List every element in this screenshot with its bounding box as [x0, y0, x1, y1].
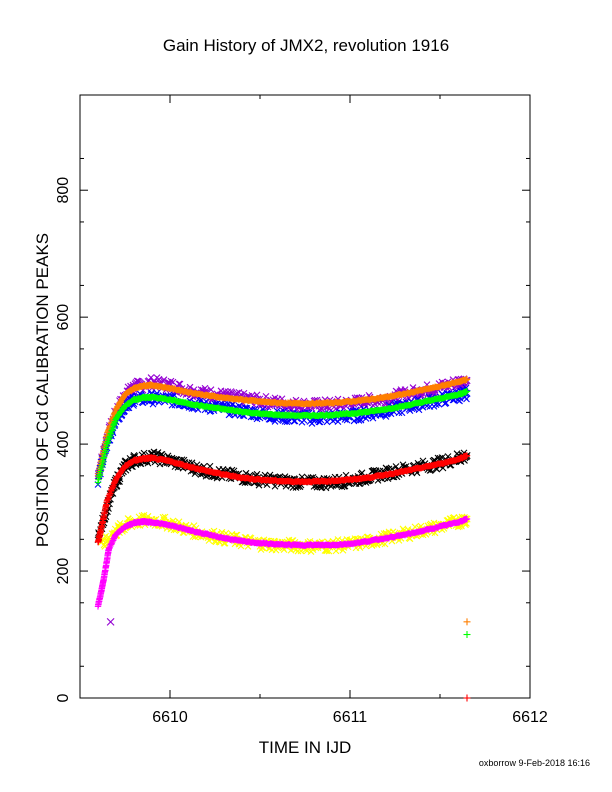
- data-point: [341, 482, 349, 490]
- data-point: [147, 374, 155, 381]
- data-point: [463, 515, 471, 523]
- y-axis-label: POSITION OF Cd CALIBRATION PEAKS: [33, 233, 52, 547]
- data-point: [463, 618, 471, 626]
- data-point: [318, 405, 326, 413]
- footer-timestamp: oxborrow 9-Feb-2018 16:16: [478, 758, 590, 768]
- data-point: [322, 484, 330, 492]
- data-point: [463, 388, 471, 395]
- data-point: [138, 512, 146, 520]
- data-point: [154, 449, 162, 456]
- data-point: [175, 380, 183, 388]
- data-point: [176, 380, 184, 388]
- y-tick-label: 600: [55, 304, 72, 331]
- data-point: [373, 541, 381, 549]
- data-point: [316, 418, 324, 426]
- data-point: [160, 376, 168, 384]
- data-points: [94, 374, 471, 702]
- data-point: [161, 513, 169, 521]
- y-tick-label: 200: [55, 558, 72, 585]
- data-point: [463, 376, 471, 383]
- data-point: [106, 617, 115, 626]
- data-point: [218, 528, 226, 536]
- plot-frame: [79, 94, 531, 699]
- axis-ticks: 0 200 400 600 800 6610 6611 6612: [55, 95, 548, 726]
- y-tick-label: 400: [55, 431, 72, 458]
- chart-title: Gain History of JMX2, revolution 1916: [162, 36, 450, 55]
- data-point: [283, 418, 291, 426]
- x-axis-label: TIME IN IJD: [258, 738, 352, 757]
- data-point: [316, 483, 324, 491]
- x-tick-label: 6611: [333, 709, 368, 726]
- data-point: [167, 377, 175, 385]
- data-point: [292, 484, 300, 491]
- data-point: [358, 469, 366, 477]
- data-point: [294, 547, 302, 555]
- data-point: [325, 547, 333, 555]
- y-tick-label: 0: [55, 693, 72, 702]
- data-point: [140, 511, 148, 519]
- x-tick-label: 6612: [512, 709, 548, 726]
- data-point: [438, 454, 446, 462]
- data-point: [411, 523, 419, 531]
- data-point: [463, 395, 470, 403]
- data-point: [463, 694, 471, 702]
- x-tick-label: 6610: [152, 709, 188, 726]
- data-point: [186, 383, 194, 391]
- y-tick-label: 800: [55, 177, 72, 204]
- data-point: [207, 386, 215, 394]
- data-point: [463, 631, 471, 639]
- data-point: [463, 452, 471, 459]
- data-point: [357, 416, 365, 424]
- data-point: [253, 391, 261, 399]
